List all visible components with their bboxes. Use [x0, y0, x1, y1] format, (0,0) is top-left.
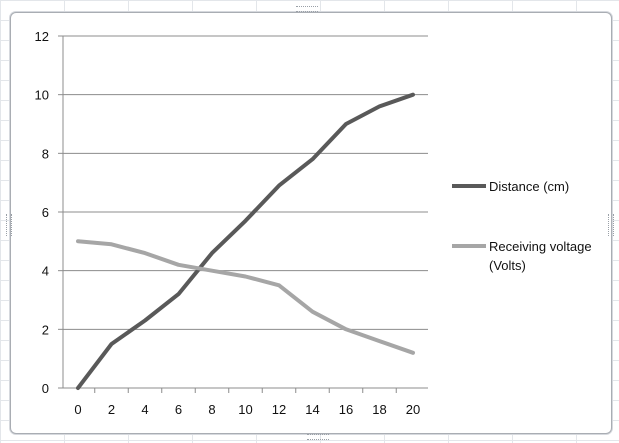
- x-tick-label: 8: [208, 402, 215, 417]
- x-tick-label: 6: [175, 402, 182, 417]
- x-tick-label: 18: [372, 402, 386, 417]
- series-lines: [76, 92, 415, 390]
- x-tick-label: 10: [238, 402, 252, 417]
- axes: [58, 35, 428, 393]
- chart-area[interactable]: [10, 12, 612, 434]
- y-tick-label: 8: [42, 146, 49, 161]
- x-tick-label: 2: [108, 402, 115, 417]
- gridlines: [63, 35, 428, 330]
- x-tick-label: 4: [141, 402, 148, 417]
- x-tick-label: 0: [74, 402, 81, 417]
- y-tick-label: 0: [42, 381, 49, 396]
- resize-handle-top[interactable]: [296, 6, 318, 12]
- x-tick-label: 12: [272, 402, 286, 417]
- legend[interactable]: [452, 184, 486, 248]
- resize-handle-left[interactable]: [6, 214, 12, 236]
- y-tick-label: 6: [42, 205, 49, 220]
- tick-labels: 0 2 4 6 8 10 12 0 2 4 6 8 10 12 14 16 18 20: [35, 29, 421, 417]
- x-tick-label: 16: [339, 402, 353, 417]
- series-line-distance: [76, 92, 415, 390]
- x-tick-label: 20: [406, 402, 420, 417]
- x-tick-label: 14: [305, 402, 319, 417]
- resize-handle-right[interactable]: [608, 214, 614, 236]
- y-tick-label: 12: [35, 29, 49, 44]
- legend-label-receiving-voltage: Receiving voltage (Volts): [489, 239, 592, 273]
- y-tick-label: 2: [42, 322, 49, 337]
- legend-label-distance: Distance (cm): [489, 179, 570, 194]
- y-tick-label: 4: [42, 264, 49, 279]
- y-tick-label: 10: [35, 88, 49, 103]
- series-line-receiving-voltage: [76, 239, 415, 355]
- resize-handle-bottom[interactable]: [307, 434, 329, 440]
